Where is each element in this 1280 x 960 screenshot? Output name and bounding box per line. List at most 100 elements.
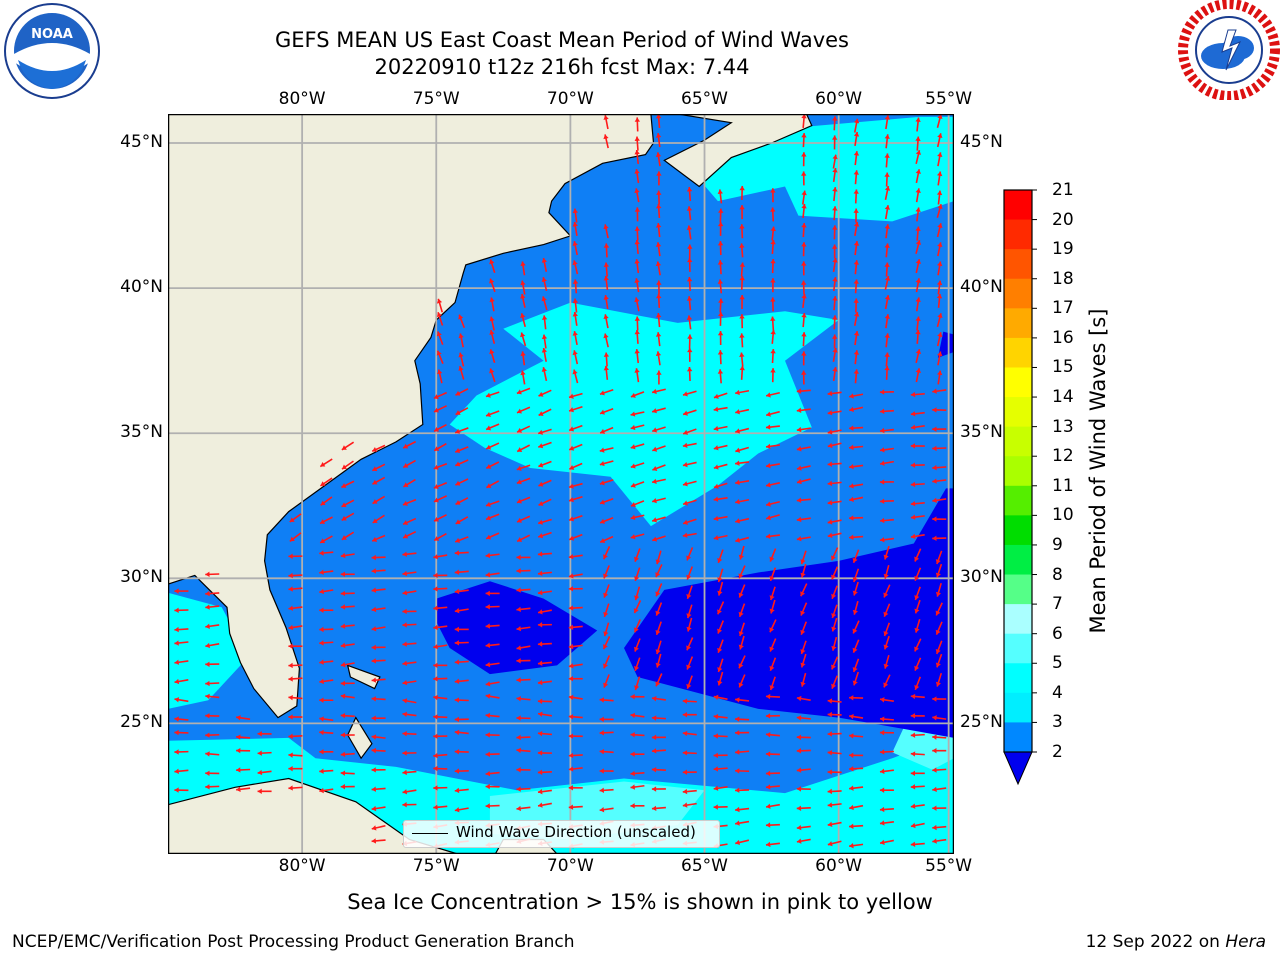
- wave-arrow: [800, 602, 808, 616]
- lat-tick-right: 45°N: [960, 132, 1003, 153]
- wave-arrow: [765, 391, 780, 398]
- wave-arrow: [800, 621, 808, 636]
- wave-arrow: [884, 224, 890, 239]
- wave-arrow: [340, 713, 355, 719]
- wave-arrow: [717, 331, 724, 346]
- arrow-head: [827, 410, 833, 416]
- arrow-head: [634, 239, 640, 245]
- wave-arrow: [879, 820, 894, 826]
- wave-arrow: [341, 460, 354, 470]
- arrow-head: [827, 698, 833, 704]
- arrow-head: [205, 784, 210, 790]
- wave-arrow: [516, 387, 531, 395]
- colorbar-bin: [1004, 604, 1032, 635]
- arrow-head: [403, 520, 408, 526]
- wave-arrow: [489, 349, 496, 363]
- wave-arrow: [879, 729, 894, 736]
- wave-arrow: [433, 442, 447, 452]
- arrow-head: [655, 351, 662, 357]
- arrow-head: [879, 806, 885, 813]
- wave-arrow: [801, 293, 807, 308]
- wave-arrow: [852, 671, 860, 686]
- arrow-head: [686, 613, 692, 619]
- arrow-head: [454, 787, 460, 794]
- colorbar-tick-label: 18: [1052, 268, 1074, 289]
- wave-arrow: [827, 731, 842, 737]
- arrow-head: [433, 662, 438, 669]
- arrow-head: [634, 117, 641, 122]
- wave-arrow: [910, 514, 925, 520]
- arrow-head: [517, 427, 523, 433]
- wave-arrow: [538, 441, 552, 449]
- arrow-head: [801, 370, 807, 375]
- wave-arrow: [236, 767, 251, 773]
- wave-arrow: [936, 223, 943, 238]
- wave-arrow: [603, 314, 609, 329]
- wave-arrow: [288, 752, 303, 758]
- wave-arrow: [454, 588, 469, 595]
- arrow-head: [538, 609, 543, 615]
- wave-arrow: [735, 768, 750, 774]
- wave-arrow: [914, 548, 922, 562]
- wave-arrow: [485, 391, 500, 398]
- arrow-head: [458, 314, 464, 320]
- arrow-head: [914, 556, 920, 562]
- arrow-head: [686, 187, 693, 192]
- wave-arrow: [489, 316, 495, 331]
- arrow-head: [541, 296, 547, 302]
- wave-arrow: [603, 565, 610, 579]
- arrow-head: [433, 714, 438, 720]
- arrow-head: [630, 463, 636, 469]
- arrow-head: [568, 694, 574, 701]
- arrow-head: [455, 410, 461, 415]
- wave-arrow: [436, 298, 444, 313]
- arrow-head: [853, 118, 860, 124]
- lon-tick-top: 70°W: [546, 89, 594, 109]
- wave-arrow: [652, 445, 666, 452]
- arrow-head: [402, 750, 407, 756]
- wave-arrow: [205, 732, 220, 738]
- arrow-head: [849, 406, 854, 413]
- arrow-head: [655, 629, 661, 635]
- wave-arrow: [915, 169, 921, 184]
- wave-arrow: [655, 152, 662, 167]
- wave-arrow: [853, 118, 860, 133]
- arrow-head: [937, 332, 943, 338]
- wave-arrow: [319, 659, 334, 665]
- arrow-head: [454, 569, 460, 575]
- arrow-head: [853, 222, 860, 227]
- arrow-head: [402, 769, 407, 776]
- wave-arrow: [568, 624, 583, 630]
- arrow-head: [686, 645, 692, 651]
- wave-arrow: [319, 678, 334, 685]
- wave-arrow: [433, 495, 447, 503]
- wave-arrow: [915, 368, 921, 383]
- arrow-head: [718, 298, 724, 303]
- arrow-head: [910, 693, 916, 700]
- arrow-head: [735, 428, 741, 434]
- wave-arrow: [765, 533, 780, 539]
- arrow-head: [603, 352, 610, 357]
- wave-arrow: [796, 516, 811, 523]
- wave-arrow: [568, 766, 583, 772]
- arrow-head: [796, 426, 802, 433]
- arrow-head: [932, 748, 937, 754]
- wave-arrow: [433, 694, 448, 701]
- wave-arrow: [485, 693, 500, 699]
- arrow-head: [713, 714, 719, 720]
- arrow-head: [717, 609, 722, 615]
- wave-arrow: [537, 551, 552, 557]
- wave-arrow: [174, 749, 189, 755]
- wave-arrow: [800, 672, 807, 687]
- arrow-head: [717, 628, 723, 634]
- wave-arrow: [655, 351, 662, 366]
- arrow-head: [686, 367, 693, 372]
- wave-arrow: [769, 638, 777, 652]
- arrow-head: [634, 188, 640, 193]
- wave-arrow: [832, 277, 838, 292]
- arrow-head: [884, 352, 890, 357]
- arrow-head: [827, 532, 833, 538]
- arrow-head: [569, 407, 574, 413]
- wave-arrow: [937, 351, 943, 366]
- wave-arrow: [852, 600, 859, 615]
